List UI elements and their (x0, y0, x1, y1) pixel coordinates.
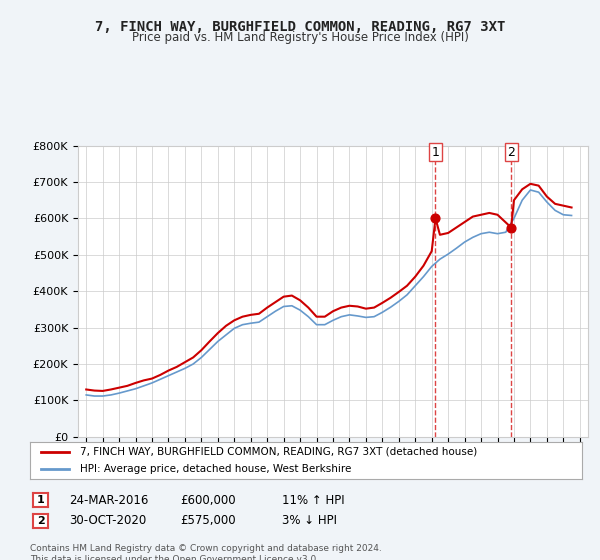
Point (431, 214, 440, 223)
Text: 2: 2 (507, 146, 515, 158)
Text: £600,000: £600,000 (180, 493, 236, 507)
Text: 11% ↑ HPI: 11% ↑ HPI (282, 493, 344, 507)
Text: £575,000: £575,000 (180, 514, 236, 528)
Text: 3% ↓ HPI: 3% ↓ HPI (282, 514, 337, 528)
Text: 24-MAR-2016: 24-MAR-2016 (69, 493, 148, 507)
Text: 30-OCT-2020: 30-OCT-2020 (69, 514, 146, 528)
Text: 7, FINCH WAY, BURGHFIELD COMMON, READING, RG7 3XT: 7, FINCH WAY, BURGHFIELD COMMON, READING… (95, 20, 505, 34)
Text: 2: 2 (37, 516, 44, 525)
Point (506, 223, 516, 232)
Text: 1: 1 (37, 495, 44, 505)
Text: Contains HM Land Registry data © Crown copyright and database right 2024.
This d: Contains HM Land Registry data © Crown c… (30, 544, 382, 560)
Text: Price paid vs. HM Land Registry's House Price Index (HPI): Price paid vs. HM Land Registry's House … (131, 31, 469, 44)
Text: HPI: Average price, detached house, West Berkshire: HPI: Average price, detached house, West… (80, 464, 351, 474)
Text: 1: 1 (431, 146, 439, 158)
Text: 7, FINCH WAY, BURGHFIELD COMMON, READING, RG7 3XT (detached house): 7, FINCH WAY, BURGHFIELD COMMON, READING… (80, 446, 477, 456)
